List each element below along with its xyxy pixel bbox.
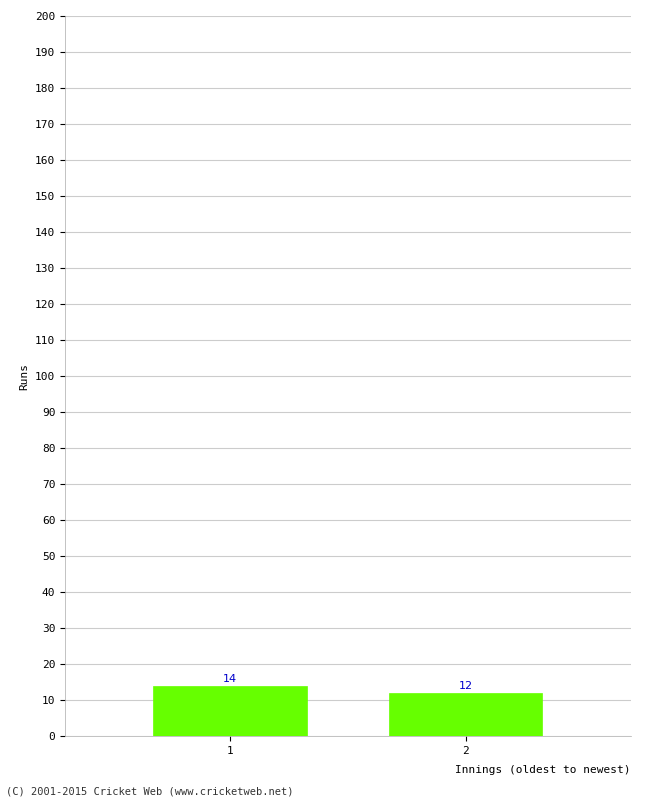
Bar (153, 686, 307, 736)
Y-axis label: Runs: Runs (20, 362, 29, 390)
Text: 12: 12 (458, 681, 473, 691)
Text: (C) 2001-2015 Cricket Web (www.cricketweb.net): (C) 2001-2015 Cricket Web (www.cricketwe… (6, 786, 294, 796)
X-axis label: Innings (oldest to newest): Innings (oldest to newest) (455, 765, 630, 774)
Text: 14: 14 (223, 674, 237, 684)
Bar (389, 693, 542, 736)
